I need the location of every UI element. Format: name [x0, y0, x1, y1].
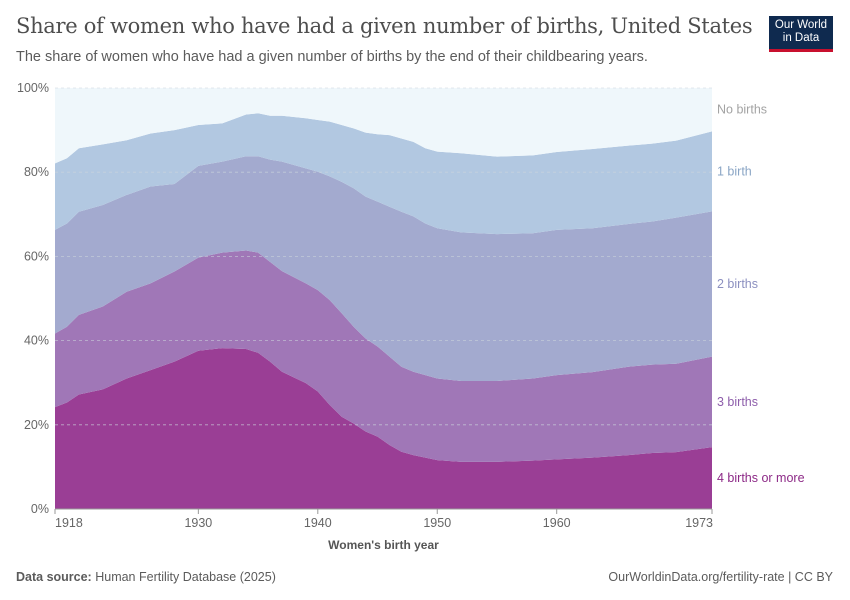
x-axis-title: Women's birth year	[328, 538, 439, 552]
area-4-births-or-more	[55, 348, 712, 509]
area-2-births	[55, 156, 712, 382]
y-tick-label: 100%	[17, 81, 49, 95]
x-tick-label: 1960	[543, 516, 571, 530]
area-1-birth	[55, 113, 712, 235]
logo-line-1: Our World	[774, 19, 828, 31]
data-source: Data source: Human Fertility Database (2…	[16, 570, 276, 584]
owid-logo[interactable]: Our World in Data	[769, 16, 833, 52]
stacked-area-chart: 4 births or more 3 births 2 births 1 birth N…	[17, 81, 805, 552]
area-3-births	[55, 250, 712, 462]
source-text: Human Fertility Database (2025)	[95, 570, 276, 584]
series-label: 3 births	[717, 395, 758, 409]
y-tick-label: 40%	[24, 334, 49, 348]
x-tick-label: 1940	[304, 516, 332, 530]
x-tick-label: 1973	[685, 516, 713, 530]
source-label: Data source:	[16, 570, 92, 584]
x-tick-label: 1950	[423, 516, 451, 530]
x-tick-label: 1918	[55, 516, 83, 530]
chart-subtitle: The share of women who have had a given …	[16, 49, 648, 65]
series-label: 4 births or more	[717, 471, 805, 485]
series-label: 1 birth	[717, 164, 752, 178]
y-tick-label: 0%	[31, 502, 49, 516]
chart-title: Share of women who have had a given numb…	[16, 14, 753, 38]
y-tick-label: 60%	[24, 249, 49, 263]
area-no-births	[55, 88, 712, 164]
footer-link[interactable]: OurWorldinData.org/fertility-rate | CC B…	[608, 570, 833, 584]
y-tick-label: 20%	[24, 418, 49, 432]
logo-line-2: in Data	[782, 32, 820, 44]
x-tick-label: 1930	[184, 516, 212, 530]
y-tick-label: 80%	[24, 165, 49, 179]
series-label: No births	[717, 103, 767, 117]
series-label: 2 births	[717, 277, 758, 291]
